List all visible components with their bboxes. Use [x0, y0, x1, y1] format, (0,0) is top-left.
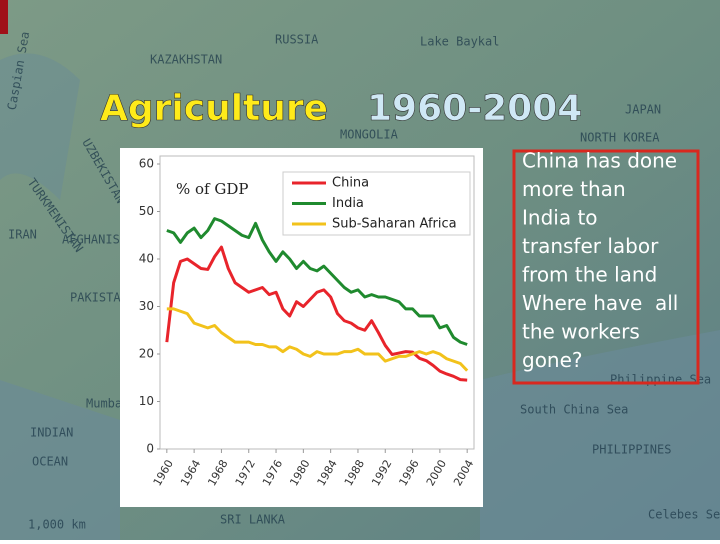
callout-line: more than [522, 177, 626, 201]
callout-line: the workers [522, 320, 640, 344]
callout-line: from the land [522, 263, 657, 287]
legend-label: India [332, 196, 364, 211]
corner-mark [0, 0, 8, 34]
callout-box [512, 149, 700, 385]
callout-line: gone? [522, 348, 583, 372]
map-label: PAKISTAN [70, 291, 128, 305]
map-label: OCEAN [32, 455, 68, 469]
map-label: Lake Baykal [420, 35, 499, 49]
map-label: Mumbai [86, 397, 129, 411]
annotation: % of GDP [176, 180, 248, 198]
callout-line: China has done [522, 149, 677, 173]
map-label: NORTH KOREA [580, 131, 660, 145]
map-label: PHILIPPINES [592, 443, 671, 457]
series-line [166, 307, 469, 372]
y-tick-label: 0 [146, 442, 154, 456]
map-label: 1,000 km [28, 518, 86, 532]
y-tick-label: 30 [139, 299, 154, 313]
y-tick-label: 50 [139, 204, 154, 218]
callout-line: Where have all [522, 291, 678, 315]
y-tick-label: 20 [139, 347, 154, 361]
series-line [165, 245, 468, 382]
title-part: Agriculture [100, 88, 328, 129]
plot-frame [159, 155, 475, 450]
sea [0, 53, 80, 201]
legend-label: Sub-Saharan Africa [332, 217, 457, 232]
map-label: Celebes Sea [648, 508, 720, 522]
series-line [166, 217, 468, 346]
map-label: South China Sea [520, 403, 628, 417]
map-label: JAPAN [625, 103, 661, 117]
map-label: KAZAKHSTAN [150, 53, 222, 67]
callout-line: transfer labor [522, 234, 659, 258]
y-tick-label: 10 [139, 394, 154, 408]
y-tick-label: 40 [139, 252, 154, 266]
legend-label: China [332, 176, 369, 191]
map-label: RUSSIA [275, 33, 319, 47]
callout-line: India to [522, 206, 598, 230]
map-label: INDIAN [30, 426, 73, 440]
y-tick-label: 60 [139, 157, 154, 171]
map-label: MONGOLIA [340, 128, 399, 142]
title-part: 1960-2004 [367, 88, 582, 129]
map-label: IRAN [8, 228, 37, 242]
map-label: SRI LANKA [220, 513, 286, 527]
